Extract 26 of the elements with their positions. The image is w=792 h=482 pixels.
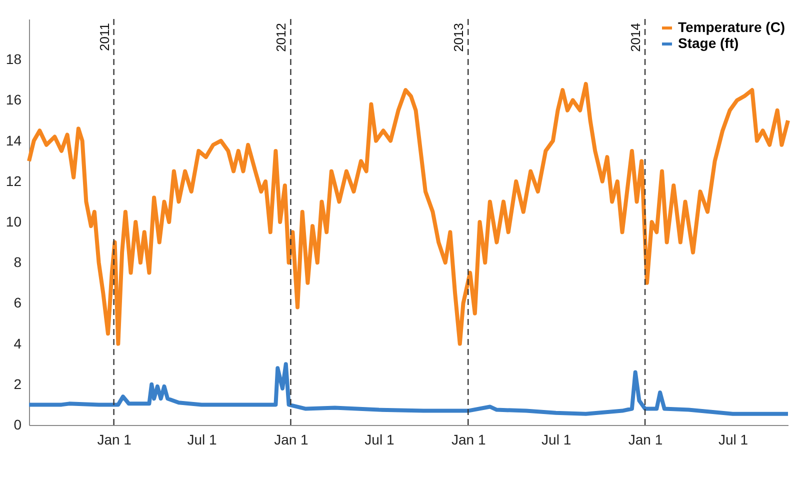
line-series (27, 362, 790, 416)
ref-line-label: 2013 (451, 23, 466, 52)
y-tick-label: 12 (6, 172, 22, 189)
x-tick-label: Jan 1 (97, 432, 132, 448)
x-tick-label: Jul 1 (542, 432, 572, 448)
legend-label: Stage (ft) (678, 35, 739, 51)
ref-line-label: 2014 (628, 23, 644, 52)
y-tick-label: 0 (14, 416, 22, 432)
x-tick-label: Jan 1 (628, 432, 663, 448)
x-tick-label: Jan 1 (451, 432, 486, 448)
ref-line-label: 2011 (96, 23, 112, 51)
line-series (27, 82, 790, 346)
y-tick-label: 18 (6, 51, 22, 68)
x-tick-label: Jul 1 (718, 432, 748, 448)
ref-line-label: 2012 (274, 23, 289, 52)
y-tick-label: 14 (6, 132, 22, 148)
x-tick-label: Jan 1 (274, 432, 309, 448)
y-tick-label: 6 (14, 294, 22, 311)
y-tick-label: 8 (14, 254, 22, 270)
y-tick-label: 16 (6, 92, 22, 108)
x-tick-label: Jul 1 (187, 432, 218, 448)
y-tick-label: 2 (14, 376, 22, 392)
x-tick-label: Jul 1 (364, 432, 394, 448)
y-tick-label: 10 (6, 214, 22, 230)
legend-label: Temperature (C) (678, 19, 786, 35)
y-tick-label: 4 (14, 335, 22, 352)
